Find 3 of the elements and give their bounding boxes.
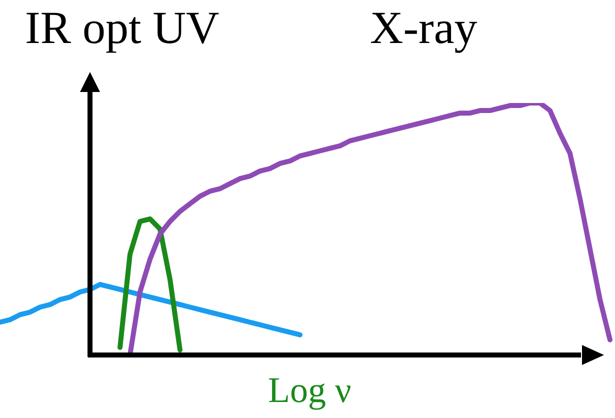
x-axis-title: Log ν — [268, 369, 352, 412]
text: IR opt UV — [25, 2, 220, 54]
text: X-ray — [370, 2, 478, 54]
